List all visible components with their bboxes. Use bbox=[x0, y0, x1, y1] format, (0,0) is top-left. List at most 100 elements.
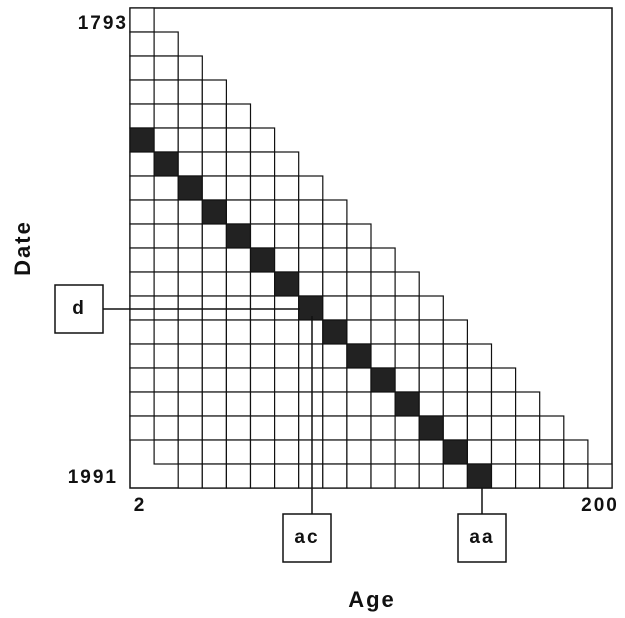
cell bbox=[225, 295, 252, 321]
cell bbox=[225, 319, 252, 345]
cell bbox=[466, 391, 493, 417]
cell bbox=[249, 463, 276, 489]
cell bbox=[298, 175, 324, 201]
cell bbox=[298, 415, 324, 441]
cell bbox=[153, 295, 179, 321]
cell bbox=[394, 319, 420, 345]
cell bbox=[346, 247, 372, 273]
cell bbox=[201, 343, 228, 369]
cell bbox=[153, 343, 179, 369]
cell bbox=[322, 223, 348, 249]
cell bbox=[201, 175, 228, 201]
cell bbox=[249, 271, 276, 297]
cell bbox=[225, 367, 252, 393]
cell bbox=[129, 223, 155, 249]
cell bbox=[274, 319, 300, 345]
box-label: aa bbox=[469, 527, 494, 548]
cell bbox=[129, 319, 155, 345]
cell bbox=[322, 439, 348, 465]
cell bbox=[322, 343, 348, 369]
cell bbox=[225, 103, 252, 129]
cell bbox=[225, 439, 252, 465]
cell bbox=[177, 223, 203, 249]
cell bbox=[153, 367, 179, 393]
cell bbox=[201, 79, 228, 105]
cell bbox=[201, 391, 228, 417]
cell bbox=[177, 199, 203, 225]
cell bbox=[466, 343, 493, 369]
cell bbox=[129, 151, 155, 177]
cell bbox=[177, 391, 203, 417]
cell bbox=[201, 439, 228, 465]
cell bbox=[153, 415, 179, 441]
cell bbox=[201, 295, 228, 321]
cell bbox=[298, 391, 324, 417]
cell bbox=[394, 295, 420, 321]
cell bbox=[587, 463, 613, 489]
cell bbox=[394, 439, 420, 465]
cell bbox=[394, 415, 420, 441]
cell bbox=[298, 463, 324, 489]
box-d: d bbox=[54, 284, 300, 334]
cell bbox=[514, 391, 541, 417]
cell bbox=[201, 127, 228, 153]
cell bbox=[322, 463, 348, 489]
cell bbox=[322, 295, 348, 321]
x-axis-label: Age bbox=[348, 587, 396, 612]
cell bbox=[514, 439, 541, 465]
y-top-label: 1793 bbox=[78, 13, 128, 34]
cell bbox=[370, 391, 396, 417]
cell bbox=[322, 271, 348, 297]
cell bbox=[249, 319, 276, 345]
cell bbox=[153, 79, 179, 105]
cell bbox=[274, 247, 300, 273]
cell bbox=[490, 439, 517, 465]
cell bbox=[346, 367, 372, 393]
cell bbox=[418, 463, 444, 489]
cell bbox=[153, 127, 179, 153]
cell bbox=[298, 223, 324, 249]
cell bbox=[274, 223, 300, 249]
cell bbox=[129, 247, 155, 273]
highlighted-cell bbox=[322, 319, 348, 345]
cell bbox=[298, 199, 324, 225]
cell bbox=[442, 367, 468, 393]
cell bbox=[563, 463, 589, 489]
highlighted-cell bbox=[153, 151, 179, 177]
cell bbox=[225, 247, 252, 273]
cell bbox=[129, 7, 155, 33]
box-label: ac bbox=[294, 527, 319, 548]
cell bbox=[490, 391, 517, 417]
cell bbox=[177, 343, 203, 369]
cell bbox=[177, 439, 203, 465]
cell bbox=[177, 271, 203, 297]
cell bbox=[346, 415, 372, 441]
cell bbox=[177, 415, 203, 441]
cell bbox=[153, 55, 179, 81]
cell bbox=[442, 463, 468, 489]
cell bbox=[249, 223, 276, 249]
cell bbox=[225, 271, 252, 297]
cell bbox=[418, 295, 444, 321]
cell bbox=[201, 223, 228, 249]
cell bbox=[418, 343, 444, 369]
highlighted-cell bbox=[225, 223, 252, 249]
cell bbox=[466, 439, 493, 465]
cell bbox=[129, 415, 155, 441]
cell bbox=[177, 151, 203, 177]
cell bbox=[153, 199, 179, 225]
cell bbox=[249, 415, 276, 441]
cell-grid bbox=[129, 7, 613, 489]
cell bbox=[370, 295, 396, 321]
cell bbox=[249, 151, 276, 177]
cell bbox=[129, 79, 155, 105]
cell bbox=[442, 343, 468, 369]
cell bbox=[249, 199, 276, 225]
cell bbox=[249, 343, 276, 369]
cell bbox=[177, 79, 203, 105]
cell bbox=[370, 415, 396, 441]
highlighted-cell bbox=[201, 199, 228, 225]
cell bbox=[153, 175, 179, 201]
cell bbox=[539, 415, 565, 441]
cell bbox=[298, 319, 324, 345]
